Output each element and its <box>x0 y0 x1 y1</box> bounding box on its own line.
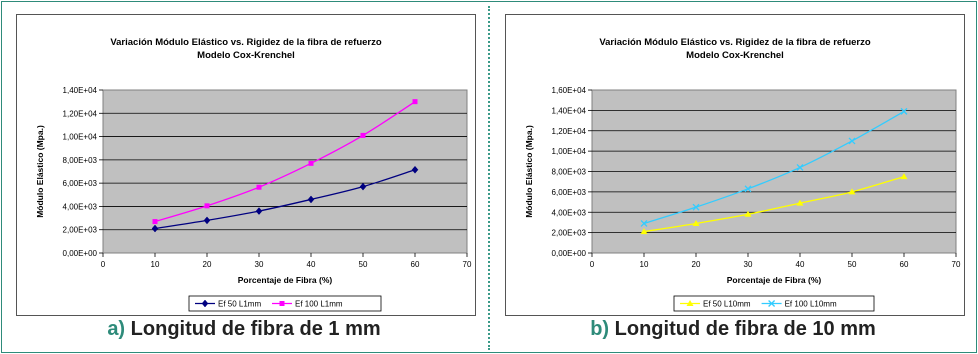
caption-a-text: Longitud de fibra de 1 mm <box>125 318 381 340</box>
y-tick-label: 0,00E+00 <box>63 249 98 258</box>
panel-divider <box>488 6 490 350</box>
data-point <box>411 165 419 174</box>
caption-b-text: Longitud de fibra de 10 mm <box>609 318 876 340</box>
x-tick-label: 70 <box>463 260 472 269</box>
data-point <box>744 185 752 193</box>
data-point <box>692 203 700 211</box>
x-tick-label: 20 <box>203 260 212 269</box>
x-tick-label: 70 <box>952 260 961 269</box>
y-tick-label: 0,00E+00 <box>552 249 587 258</box>
y-tick-label: 8,00E+03 <box>552 168 587 177</box>
y-tick-label: 1,20E+04 <box>63 109 98 118</box>
chart-a-svg: 0,00E+00 2,00E+03 4,00E+03 6,00E+03 8,00E+03… <box>35 86 472 312</box>
y-tick-label: 1,00E+04 <box>63 133 98 142</box>
panel-b: 0,00E+00 2,00E+03 4,00E+03 6,00E+03 8,00E+03… <box>489 0 977 352</box>
y-tick-label: 4,00E+03 <box>552 208 587 217</box>
y-tick-label: 1,60E+04 <box>552 86 587 95</box>
x-tick-label: 50 <box>359 260 368 269</box>
caption-b-letter: b) <box>590 318 610 340</box>
y-tick-label: 6,00E+03 <box>552 188 587 197</box>
legend-marker <box>279 301 285 306</box>
series-line <box>643 175 905 233</box>
y-tick-label: 1,00E+04 <box>552 147 587 156</box>
x-tick-label: 30 <box>744 260 753 269</box>
legend-label: Ef 100 L1mm <box>295 300 343 309</box>
data-point <box>640 219 648 227</box>
panel-a: 0,00E+00 2,00E+03 4,00E+03 6,00E+03 8,00E+03… <box>0 0 488 352</box>
y-tick-label: 2,00E+03 <box>552 229 587 238</box>
x-tick-label: 50 <box>848 260 857 269</box>
data-point <box>256 184 262 190</box>
data-point <box>796 199 804 206</box>
y-tick-label: 4,00E+03 <box>63 202 98 211</box>
data-point <box>359 182 367 191</box>
data-point <box>640 228 648 235</box>
y-axis-label: Módulo Elástico (Mpa.) <box>35 125 45 218</box>
x-tick-label: 40 <box>307 260 316 269</box>
chart-b: 0,00E+00 2,00E+03 4,00E+03 6,00E+03 8,00E+03… <box>505 14 965 316</box>
x-tick-label: 0 <box>590 260 595 269</box>
caption-b: b) Longitud de fibra de 10 mm <box>489 318 977 341</box>
data-point <box>900 173 908 180</box>
data-point <box>307 195 315 204</box>
data-point <box>203 216 211 225</box>
x-tick-label: 20 <box>692 260 701 269</box>
plot-area <box>102 89 468 254</box>
data-point <box>151 224 159 233</box>
x-axis-label: Porcentaje de Fibra (%) <box>238 275 333 285</box>
legend-label: Ef 100 L10mm <box>785 300 837 309</box>
x-axis-label: Porcentaje de Fibra (%) <box>727 275 822 285</box>
chart-b-subtitle: Modelo Cox-Krenchel <box>686 50 784 61</box>
x-tick-label: 60 <box>900 260 909 269</box>
data-point <box>744 210 752 217</box>
x-tick-label: 40 <box>796 260 805 269</box>
series-line <box>154 169 416 230</box>
legend-label: Ef 50 L10mm <box>703 300 751 309</box>
chart-b-svg: 0,00E+00 2,00E+03 4,00E+03 6,00E+03 8,00E+03… <box>524 86 961 312</box>
y-tick-label: 2,00E+03 <box>63 226 98 235</box>
data-point <box>360 132 366 138</box>
y-axis-label: Módulo Elástico (Mpa.) <box>524 125 534 218</box>
x-tick-label: 10 <box>640 260 649 269</box>
x-tick-label: 30 <box>255 260 264 269</box>
series-line <box>643 110 905 225</box>
y-tick-label: 1,40E+04 <box>63 86 98 95</box>
legend-marker <box>768 300 776 307</box>
x-tick-label: 10 <box>151 260 160 269</box>
data-point <box>255 207 263 215</box>
data-point <box>848 188 856 195</box>
legend-marker <box>686 300 694 306</box>
chart-a-title: Variación Módulo Elástico vs. Rigidez de… <box>110 37 382 48</box>
y-tick-label: 1,40E+04 <box>552 106 587 115</box>
x-tick-label: 60 <box>411 260 420 269</box>
data-point <box>900 107 908 115</box>
caption-a-letter: a) <box>107 318 126 340</box>
y-tick-label: 8,00E+03 <box>63 156 98 165</box>
data-point <box>308 160 314 166</box>
chart-b-title: Variación Módulo Elástico vs. Rigidez de… <box>599 37 871 48</box>
data-point <box>152 219 158 225</box>
y-tick-label: 6,00E+03 <box>63 179 98 188</box>
chart-a-subtitle: Modelo Cox-Krenchel <box>197 50 295 61</box>
x-tick-label: 0 <box>101 260 106 269</box>
data-point <box>412 99 418 105</box>
data-point <box>204 203 210 209</box>
data-point <box>848 137 856 145</box>
series-line <box>154 101 416 223</box>
y-tick-label: 1,20E+04 <box>552 127 587 136</box>
caption-a: a) Longitud de fibra de 1 mm <box>0 318 488 341</box>
legend-label: Ef 50 L1mm <box>218 300 261 309</box>
data-point <box>692 219 700 226</box>
chart-a: 0,00E+00 2,00E+03 4,00E+03 6,00E+03 8,00E+03… <box>16 14 476 316</box>
data-point <box>796 163 804 171</box>
legend-marker <box>201 299 209 308</box>
